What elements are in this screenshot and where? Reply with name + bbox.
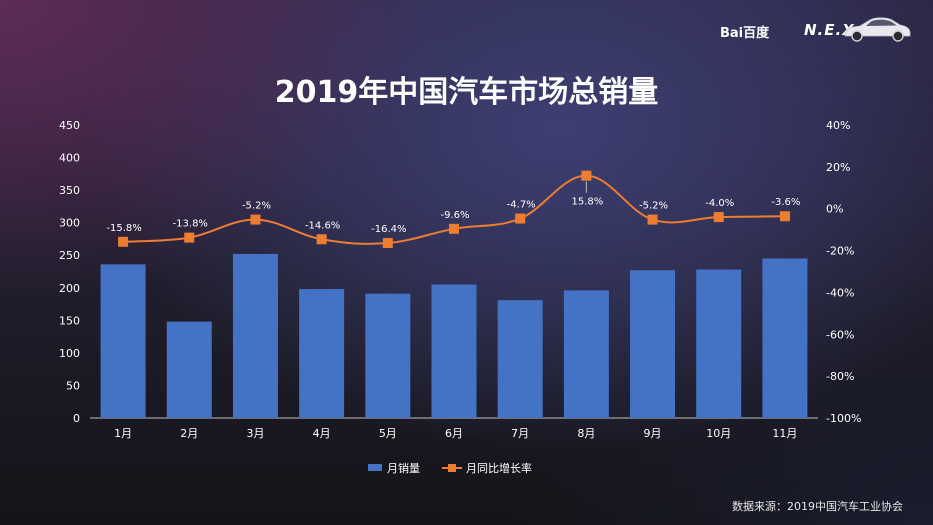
bar-6 bbox=[431, 284, 477, 418]
growth-data-label: -4.7% bbox=[507, 200, 536, 211]
growth-point-2 bbox=[184, 232, 195, 243]
growth-point-11 bbox=[779, 211, 790, 222]
growth-data-label: -4.0% bbox=[705, 198, 734, 209]
growth-point-7 bbox=[515, 213, 526, 224]
growth-point-4 bbox=[316, 234, 327, 245]
growth-point-1 bbox=[118, 236, 129, 247]
source-note: 数据来源：2019中国汽车工业协会 bbox=[732, 500, 903, 513]
bar-3 bbox=[232, 253, 278, 418]
y-left-tick-label: 300 bbox=[59, 217, 80, 230]
y-right-tick-label: 40% bbox=[826, 119, 850, 132]
x-tick-label: 10月 bbox=[706, 427, 731, 440]
y-left-tick-label: 50 bbox=[66, 379, 80, 392]
chart-title: 2019年中国汽车市场总销量 bbox=[274, 75, 659, 110]
bar-5 bbox=[365, 293, 411, 418]
y-right-tick-label: -80% bbox=[826, 370, 854, 383]
y-right-tick-label: -100% bbox=[826, 412, 861, 425]
bar-2 bbox=[166, 321, 212, 418]
x-tick-label: 1月 bbox=[114, 427, 132, 440]
growth-point-5 bbox=[382, 238, 393, 249]
x-tick-label: 6月 bbox=[445, 427, 463, 440]
legend-label-growth: 月同比增长率 bbox=[466, 461, 532, 475]
bar-11 bbox=[762, 258, 808, 418]
baidu-logo: Bai百度 bbox=[720, 26, 770, 41]
y-right-tick-label: -40% bbox=[826, 286, 854, 299]
growth-point-10 bbox=[713, 212, 724, 223]
bar-8 bbox=[563, 290, 609, 418]
legend-swatch-bar bbox=[368, 464, 382, 471]
x-tick-label: 11月 bbox=[772, 427, 797, 440]
x-tick-label: 9月 bbox=[644, 427, 662, 440]
bar-9 bbox=[630, 270, 676, 418]
y-left-tick-label: 400 bbox=[59, 152, 80, 165]
growth-data-label: -5.2% bbox=[242, 201, 271, 212]
growth-point-6 bbox=[449, 223, 459, 234]
y-left-tick-label: 100 bbox=[59, 347, 80, 360]
y-left-tick-label: 250 bbox=[59, 249, 80, 262]
growth-data-label: 15.8% bbox=[571, 197, 603, 208]
y-left-tick-label: 200 bbox=[59, 282, 80, 295]
car-icon bbox=[844, 17, 911, 42]
growth-data-label: -9.6% bbox=[440, 210, 469, 221]
bar-4 bbox=[299, 289, 345, 418]
y-left-tick-label: 450 bbox=[59, 119, 80, 132]
growth-point-3 bbox=[250, 214, 261, 225]
y-left-tick-label: 150 bbox=[59, 314, 80, 327]
growth-data-label: -16.4% bbox=[371, 224, 406, 235]
brand-logo-area: Bai百度 N.E.X.T bbox=[718, 14, 928, 44]
growth-data-label: -3.6% bbox=[771, 197, 800, 208]
x-tick-label: 2月 bbox=[180, 427, 198, 440]
x-tick-label: 4月 bbox=[313, 427, 331, 440]
legend-label-bar: 月销量 bbox=[387, 461, 420, 475]
y-left-tick-label: 0 bbox=[73, 412, 80, 425]
bar-7 bbox=[497, 300, 543, 418]
growth-data-label: -5.2% bbox=[639, 201, 668, 212]
x-tick-label: 5月 bbox=[379, 427, 397, 440]
y-right-tick-label: -60% bbox=[826, 328, 854, 341]
growth-point-9 bbox=[647, 214, 658, 225]
y-right-tick-label: -20% bbox=[826, 245, 854, 258]
growth-data-label: -13.8% bbox=[173, 219, 208, 230]
y-right-tick-label: 0% bbox=[826, 203, 843, 216]
y-right-tick-label: 20% bbox=[826, 161, 850, 174]
x-tick-label: 3月 bbox=[246, 427, 264, 440]
y-left-tick-label: 350 bbox=[59, 184, 80, 197]
bar-10 bbox=[696, 269, 742, 418]
x-tick-label: 7月 bbox=[511, 427, 529, 440]
growth-data-label: -15.8% bbox=[106, 223, 141, 234]
growth-point-8 bbox=[581, 170, 592, 181]
bar-1 bbox=[100, 264, 146, 418]
growth-data-label: -14.6% bbox=[305, 220, 340, 231]
legend-marker-growth bbox=[448, 464, 456, 472]
x-tick-label: 8月 bbox=[577, 427, 595, 440]
